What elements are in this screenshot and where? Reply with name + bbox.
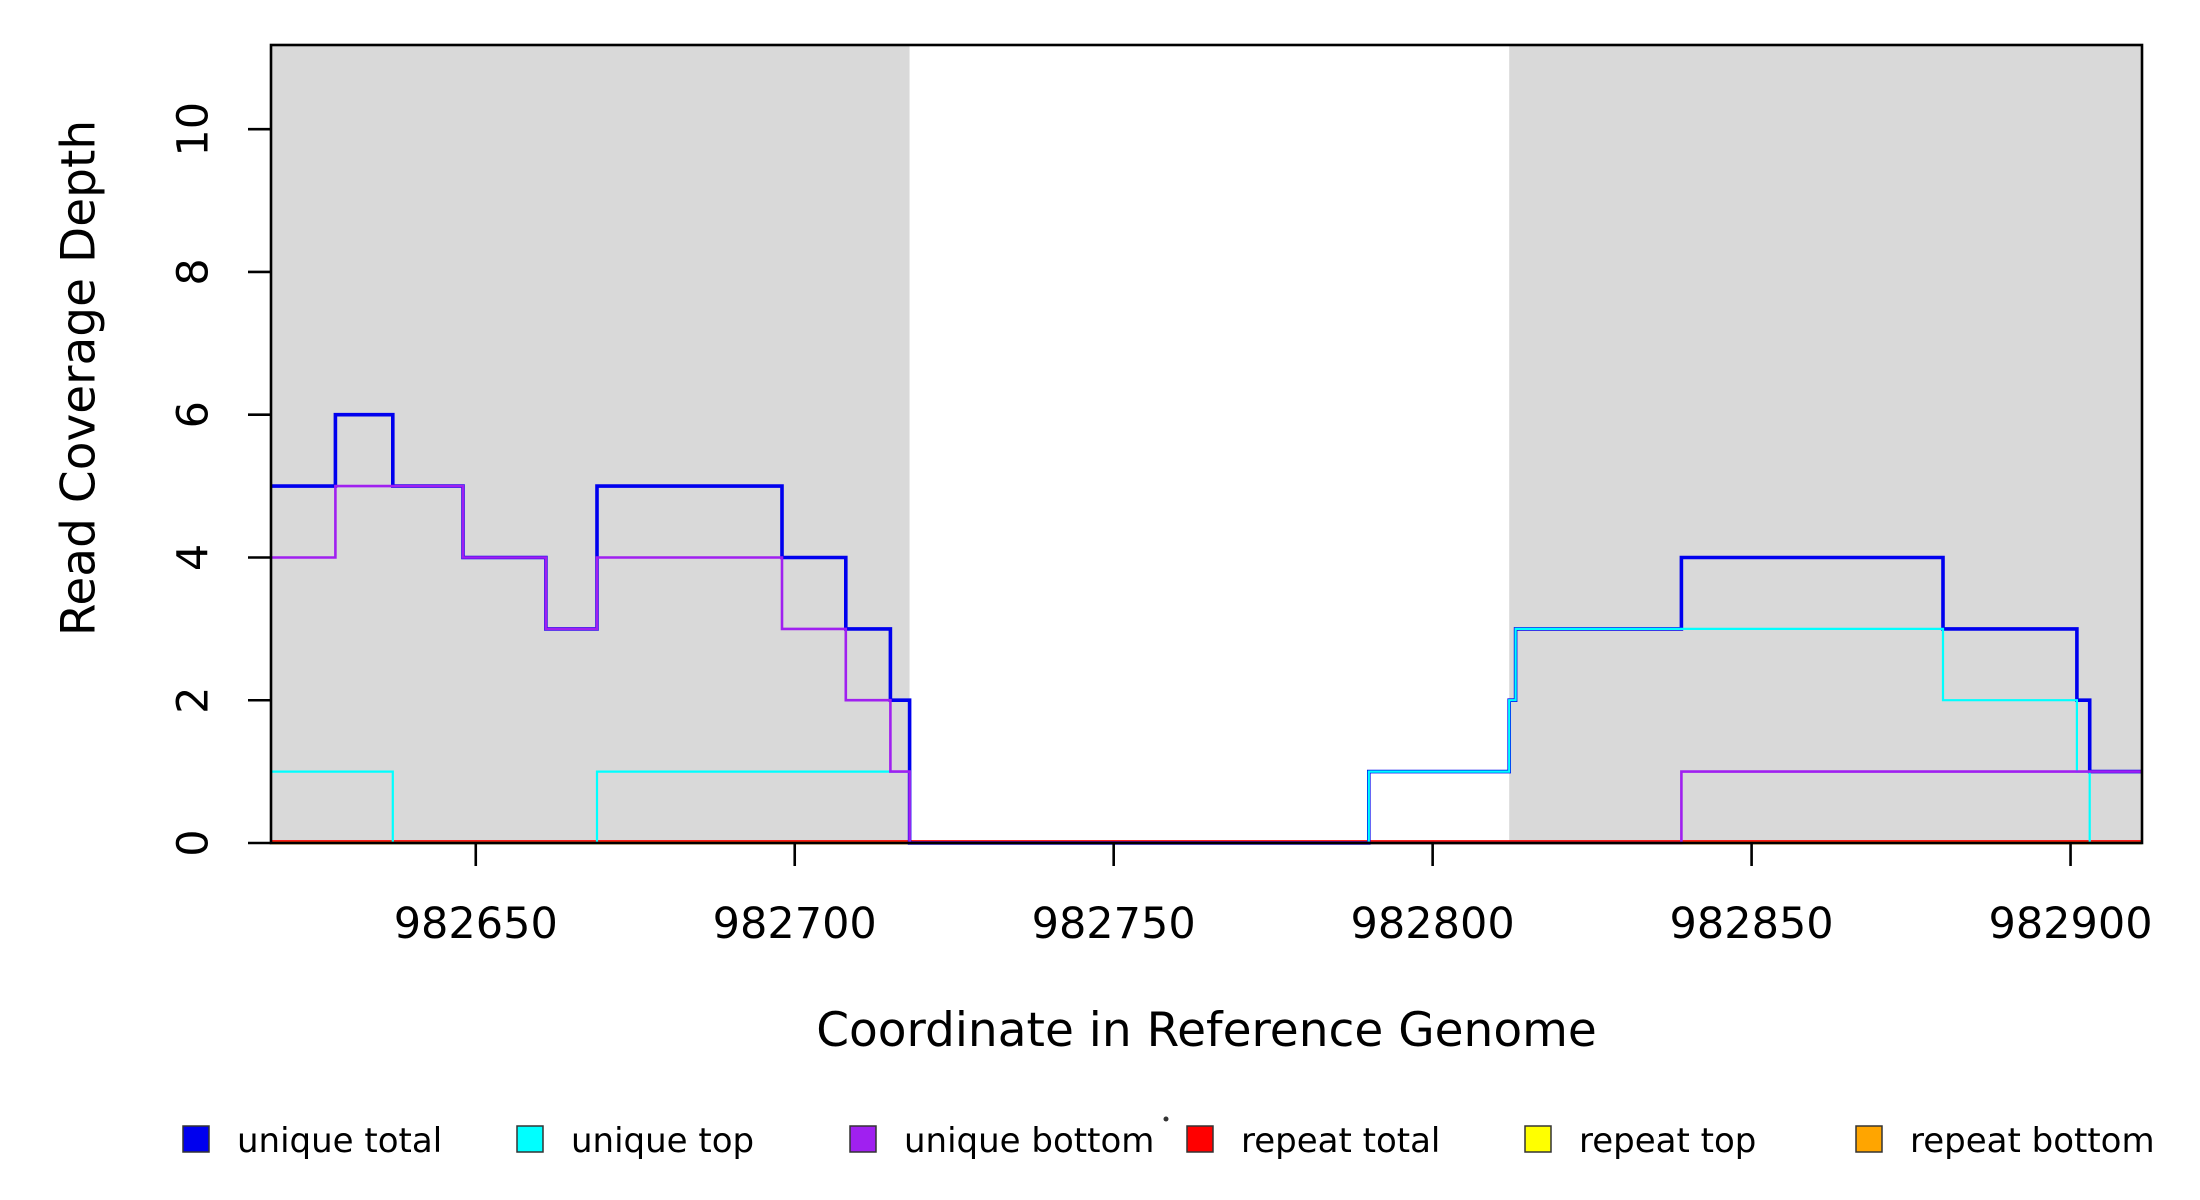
y-axis-title: Read Coverage Depth [52,120,107,636]
legend-swatch-unique-total [182,1125,210,1153]
x-axis-tick-label-982900: 982900 [1988,899,2152,949]
x-axis-title: Coordinate in Reference Genome [816,1003,1597,1058]
stray-dot-mark [1163,1116,1169,1122]
legend-entry-unique-top: unique top [516,1121,754,1161]
repeat-region-shading-2 [1509,45,2142,843]
legend-label-repeat-total: repeat total [1241,1121,1440,1161]
repeat-region-shading-1 [271,45,910,843]
y-axis-tick-label-10: 10 [169,102,219,157]
legend-entry-repeat-top: repeat top [1524,1121,1756,1161]
legend-label-unique-bottom: unique bottom [904,1121,1154,1161]
legend-swatch-unique-top [516,1125,544,1153]
y-axis-tick-label-4: 4 [169,544,219,571]
legend-entry-repeat-bottom: repeat bottom [1855,1121,2155,1161]
legend-label-unique-top: unique top [571,1121,754,1161]
x-axis-tick-label-982700: 982700 [713,899,877,949]
plot-border-box [269,43,2144,845]
y-axis-tick-label-2: 2 [169,687,219,714]
y-axis-tick-label-6: 6 [169,401,219,428]
x-axis-tick-label-982650: 982650 [394,899,558,949]
legend-entry-repeat-total: repeat total [1186,1121,1440,1161]
legend-swatch-repeat-total [1186,1125,1214,1153]
series-line-unique-bottom [271,484,2142,845]
legend-label-repeat-bottom: repeat bottom [1910,1121,2155,1161]
legend-label-unique-total: unique total [237,1121,442,1161]
legend-swatch-repeat-bottom [1855,1125,1883,1153]
series-line-unique-top [271,627,2142,845]
x-axis-tick-label-982800: 982800 [1351,899,1515,949]
y-axis-tick-label-8: 8 [169,258,219,285]
y-axis-tick-label-0: 0 [169,829,219,856]
x-axis-tick-label-982750: 982750 [1032,899,1196,949]
legend-entry-unique-total: unique total [182,1121,442,1161]
x-axis-tick-label-982850: 982850 [1670,899,1834,949]
legend-swatch-unique-bottom [849,1125,877,1153]
legend-label-repeat-top: repeat top [1579,1121,1756,1161]
legend-entry-unique-bottom: unique bottom [849,1121,1154,1161]
legend-swatch-repeat-top [1524,1125,1552,1153]
